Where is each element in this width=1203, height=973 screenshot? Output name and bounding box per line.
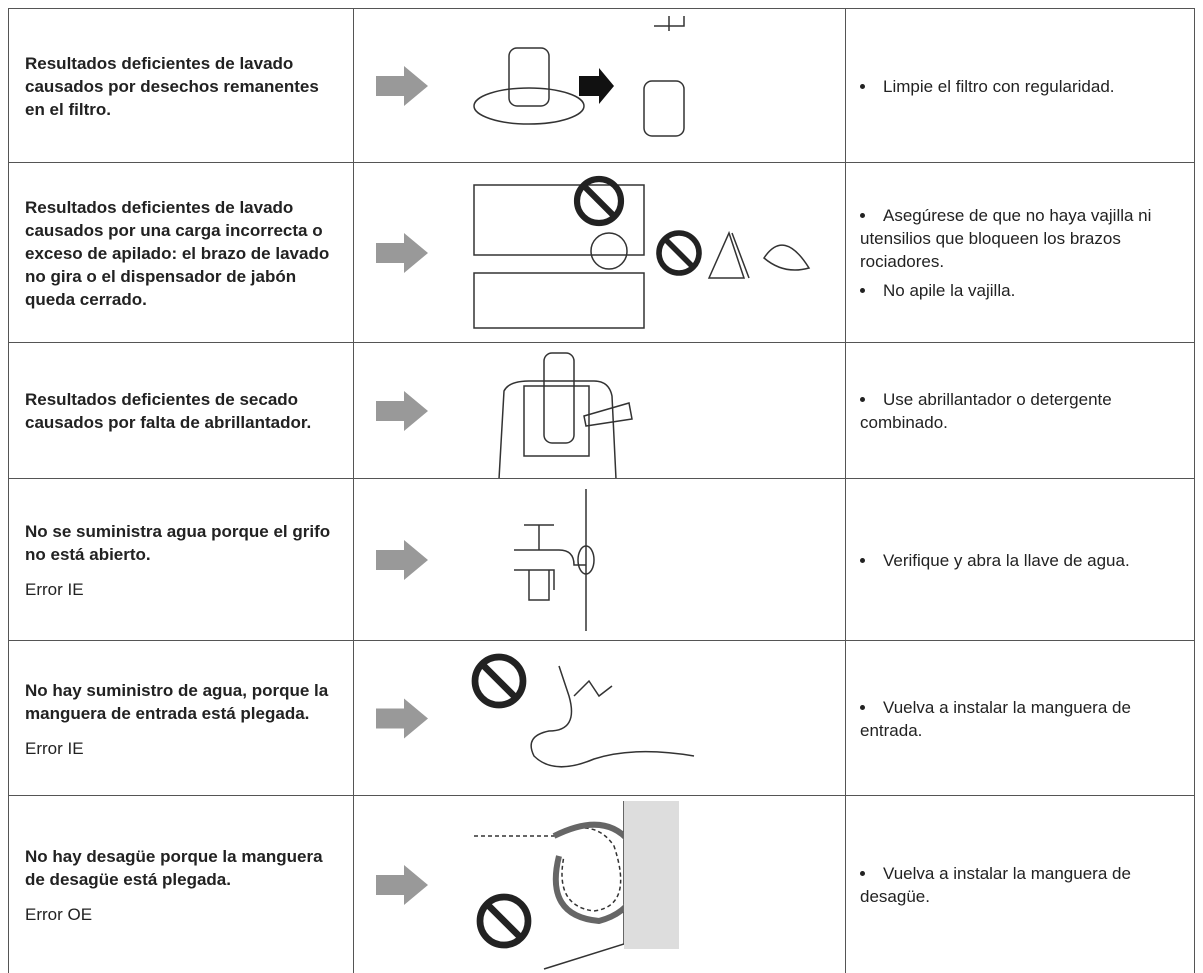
- solution-item: Vuelva a instalar la manguera de desagüe…: [860, 862, 1184, 908]
- illustration-cell: [353, 9, 845, 163]
- solution-item: Limpie el filtro con regularidad.: [860, 75, 1184, 98]
- solution-cell: Vuelva a instalar la manguera de desagüe…: [845, 796, 1195, 973]
- problem-cell: Resultados deficientes de lavado causado…: [8, 163, 353, 343]
- illustration: [376, 801, 679, 970]
- problem-text: No se suministra agua porque el grifo no…: [25, 522, 331, 564]
- table-row: No se suministra agua porque el grifo no…: [8, 478, 1195, 641]
- table-row: Resultados deficientes de lavado causado…: [8, 162, 1195, 343]
- table-row: No hay desagüe porque la manguera de des…: [8, 795, 1195, 973]
- error-code: Error OE: [25, 905, 93, 924]
- problem-cell: Resultados deficientes de secado causado…: [8, 343, 353, 479]
- solution-list: Limpie el filtro con regularidad.: [860, 69, 1184, 104]
- problem-cell: No hay suministro de agua, porque la man…: [8, 641, 353, 796]
- solution-item: No apile la vajilla.: [860, 279, 1184, 302]
- problem-cell: No se suministra agua porque el grifo no…: [8, 479, 353, 641]
- solution-cell: Verifique y abra la llave de agua.: [845, 479, 1195, 641]
- solution-list: Verifique y abra la llave de agua.: [860, 543, 1184, 578]
- illustration-cell: [353, 796, 845, 973]
- problem-text: Resultados deficientes de lavado causado…: [25, 197, 330, 309]
- problem-text: No hay desagüe porque la manguera de des…: [25, 847, 323, 889]
- problem-cell: No hay desagüe porque la manguera de des…: [8, 796, 353, 973]
- solution-cell: Vuelva a instalar la manguera de entrada…: [845, 641, 1195, 796]
- illustration-cell: [353, 163, 845, 343]
- illustration: [376, 352, 633, 479]
- error-code: Error IE: [25, 580, 84, 599]
- illustration: [376, 489, 595, 631]
- table-row: Resultados deficientes de secado causado…: [8, 342, 1195, 479]
- solution-cell: Use abrillantador o detergente combinado…: [845, 343, 1195, 479]
- solution-list: Vuelva a instalar la manguera de desagüe…: [860, 856, 1184, 914]
- problem-text: No hay suministro de agua, porque la man…: [25, 680, 329, 723]
- error-code: Error IE: [25, 738, 84, 758]
- table-row: No hay suministro de agua, porque la man…: [8, 640, 1195, 796]
- solution-item: Vuelva a instalar la manguera de entrada…: [860, 696, 1184, 742]
- solution-list: Asegúrese de que no haya vajilla ni uten…: [860, 198, 1184, 308]
- solution-list: Vuelva a instalar la manguera de entrada…: [860, 690, 1184, 748]
- solution-item: Verifique y abra la llave de agua.: [860, 549, 1184, 572]
- illustration: [376, 653, 695, 768]
- table-row: Resultados deficientes de lavado causado…: [8, 8, 1195, 163]
- illustration-cell: [353, 343, 845, 479]
- illustration: [376, 175, 811, 329]
- solution-item: Use abrillantador o detergente combinado…: [860, 388, 1184, 434]
- solution-cell: Limpie el filtro con regularidad.: [845, 9, 1195, 163]
- problem-text: Resultados deficientes de secado causado…: [25, 390, 312, 432]
- illustration-cell: [353, 479, 845, 641]
- solution-item: Asegúrese de que no haya vajilla ni uten…: [860, 204, 1184, 273]
- solution-cell: Asegúrese de que no haya vajilla ni uten…: [845, 163, 1195, 343]
- illustration: [376, 16, 685, 137]
- solution-list: Use abrillantador o detergente combinado…: [860, 382, 1184, 440]
- problem-text: Resultados deficientes de lavado causado…: [25, 53, 319, 119]
- problem-cell: Resultados deficientes de lavado causado…: [8, 9, 353, 163]
- illustration-cell: [353, 641, 845, 796]
